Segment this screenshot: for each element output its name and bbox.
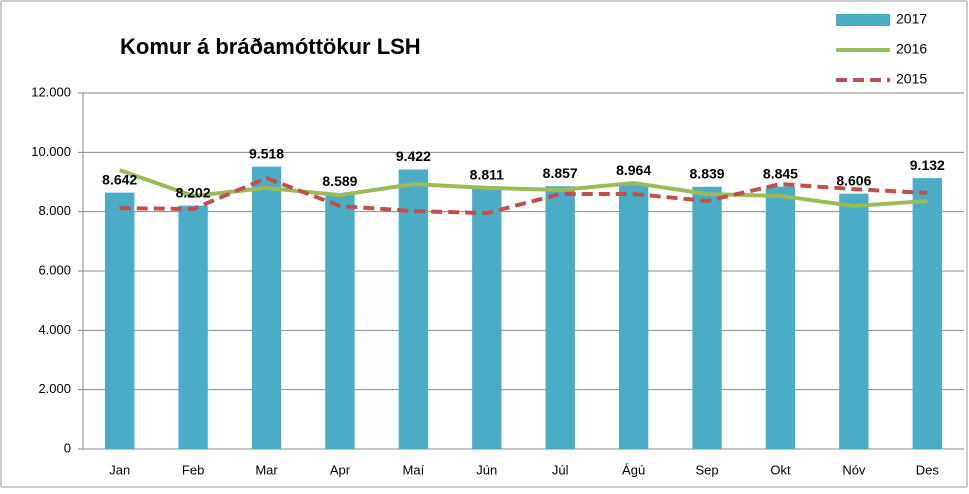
- x-tick-label: Apr: [330, 462, 351, 477]
- data-label: 8.642: [102, 171, 137, 187]
- data-label: 8.589: [322, 173, 357, 189]
- bar: [545, 186, 575, 449]
- data-label: 8.964: [616, 162, 651, 178]
- x-tick-label: Jan: [109, 462, 130, 477]
- x-tick-label: Des: [916, 462, 940, 477]
- x-tick-label: Nóv: [842, 462, 866, 477]
- line: [119, 168, 928, 209]
- x-tick-label: Maí: [403, 462, 425, 477]
- data-label: 9.422: [396, 148, 431, 164]
- data-label: 8.606: [836, 172, 871, 188]
- x-tick-label: Mar: [255, 462, 278, 477]
- bar: [325, 194, 355, 449]
- y-tick-label: 4.000: [38, 322, 71, 337]
- x-tick-label: Júl: [552, 462, 569, 477]
- x-tick-label: Feb: [182, 462, 204, 477]
- legend-label: 2017: [896, 11, 927, 27]
- bar: [472, 187, 502, 449]
- data-label: 8.857: [543, 165, 578, 181]
- data-label: 8.839: [690, 165, 725, 181]
- y-tick-label: 0: [64, 440, 71, 455]
- y-tick-label: 12.000: [31, 84, 71, 99]
- bar: [765, 186, 796, 449]
- data-label: 9.518: [249, 145, 284, 161]
- bar: [398, 169, 429, 450]
- chart-title: Komur á bráðamóttökur LSH: [120, 34, 421, 59]
- y-tick-label: 8.000: [38, 203, 71, 218]
- bar: [178, 205, 208, 449]
- legend-label: 2015: [896, 71, 927, 87]
- data-label: 8.845: [763, 165, 798, 181]
- legend-swatch: [836, 14, 890, 26]
- x-tick-label: Okt: [770, 462, 791, 477]
- bar: [618, 183, 649, 449]
- y-tick-label: 10.000: [31, 144, 71, 159]
- y-tick-label: 6.000: [38, 262, 71, 277]
- data-label: 8.202: [176, 184, 211, 200]
- dashed-line: [119, 175, 928, 216]
- data-label: 8.811: [470, 166, 504, 182]
- bar: [839, 193, 869, 449]
- bar: [692, 186, 722, 449]
- bar: [251, 166, 282, 449]
- y-tick-label: 2.000: [38, 381, 71, 396]
- bar: [912, 178, 942, 450]
- x-tick-label: Jún: [476, 462, 497, 477]
- data-label: 9.132: [910, 157, 945, 173]
- legend-label: 2016: [896, 41, 927, 57]
- x-tick-label: Sep: [695, 462, 718, 477]
- bar: [105, 192, 135, 449]
- x-tick-label: Ágú: [622, 462, 645, 477]
